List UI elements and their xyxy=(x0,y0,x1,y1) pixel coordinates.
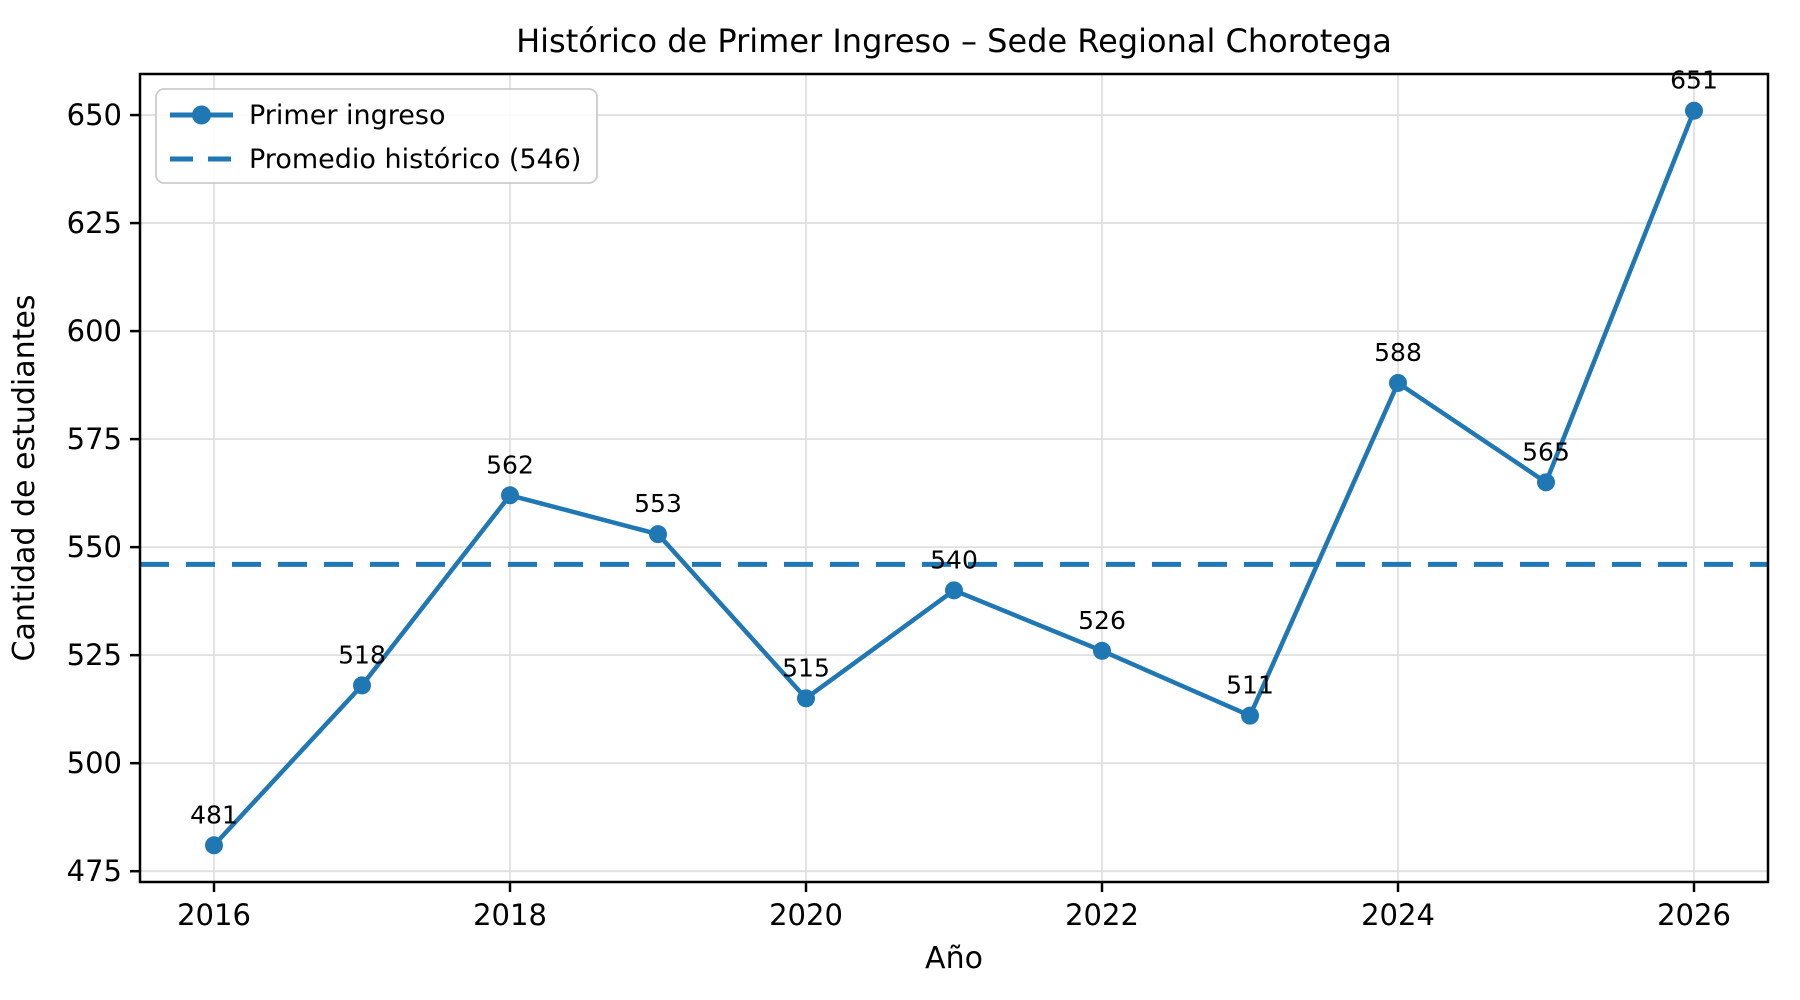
y-tick-label: 550 xyxy=(67,530,122,564)
y-tick-label: 500 xyxy=(67,746,122,780)
grid-layer xyxy=(140,74,1768,882)
data-point-marker xyxy=(797,689,815,708)
data-point-label: 565 xyxy=(1522,437,1570,466)
data-point-marker xyxy=(649,525,667,544)
y-tick-label: 575 xyxy=(67,422,122,456)
data-point-label: 562 xyxy=(486,450,534,479)
plot-border xyxy=(138,72,1770,884)
data-point-label: 481 xyxy=(190,800,238,829)
tick-layer xyxy=(130,113,1696,892)
data-point-marker xyxy=(1093,641,1111,660)
data-point-marker xyxy=(205,836,223,855)
point-label-layer: 481 518 562 553 515 540 526 511 588 565 651 xyxy=(190,66,1718,830)
primer-ingreso-line xyxy=(211,108,1697,848)
data-point-label: 540 xyxy=(930,545,978,574)
y-axis-label: Cantidad de estudiantes xyxy=(7,295,42,662)
data-point-marker xyxy=(1241,706,1259,725)
data-point-label: 515 xyxy=(782,653,830,682)
x-tick-label: 2022 xyxy=(1065,898,1139,932)
x-tick-label: 2024 xyxy=(1361,898,1435,932)
legend: Primer ingreso Promedio histórico (546) xyxy=(155,88,598,184)
series-layer xyxy=(211,108,1697,848)
y-tick-label: 650 xyxy=(67,98,122,132)
legend-sample-marker xyxy=(192,105,211,125)
data-point-label: 588 xyxy=(1374,338,1422,367)
y-tick-label: 525 xyxy=(67,638,122,672)
data-point-label: 651 xyxy=(1670,66,1718,95)
x-tick-label: 2026 xyxy=(1657,898,1731,932)
y-tick-label: 600 xyxy=(67,314,122,348)
data-point-label: 526 xyxy=(1078,606,1126,635)
data-point-marker xyxy=(501,486,519,505)
y-tick-label: 475 xyxy=(67,854,122,888)
tick-label-layer: 2016 2018 2020 2022 2024 2026 475 500 525 550 575 6… xyxy=(67,98,1731,932)
marker-layer xyxy=(205,101,1703,855)
data-point-label: 511 xyxy=(1226,671,1274,700)
data-point-marker xyxy=(945,581,963,600)
x-axis-label: Año xyxy=(925,941,983,976)
data-point-marker xyxy=(1537,473,1555,492)
data-point-label: 553 xyxy=(634,489,682,518)
legend-box xyxy=(155,88,598,184)
x-tick-label: 2020 xyxy=(769,898,843,932)
data-point-marker xyxy=(353,676,371,695)
chart-title: Histórico de Primer Ingreso – Sede Regio… xyxy=(516,22,1392,60)
legend-label-promedio: Promedio histórico (546) xyxy=(249,144,581,175)
legend-label-primer-ingreso: Primer ingreso xyxy=(249,100,445,131)
data-point-marker xyxy=(1685,101,1703,120)
x-tick-label: 2018 xyxy=(473,898,547,932)
data-point-label: 518 xyxy=(338,640,386,669)
x-tick-label: 2016 xyxy=(177,898,251,932)
data-point-marker xyxy=(1389,373,1407,392)
y-tick-label: 625 xyxy=(67,206,122,240)
